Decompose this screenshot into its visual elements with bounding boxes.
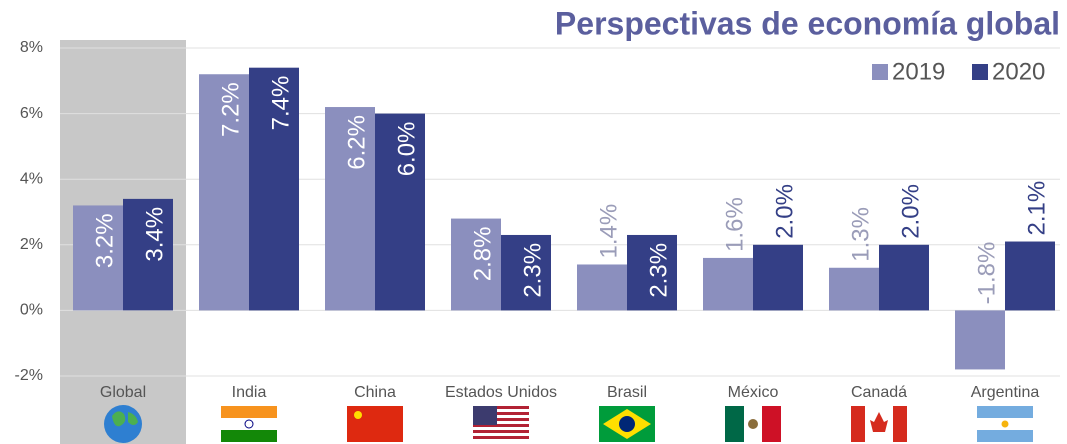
data-label: 1.4% bbox=[595, 204, 622, 259]
globe-land bbox=[112, 411, 138, 427]
bar bbox=[451, 218, 501, 311]
bar bbox=[375, 113, 425, 311]
bar bbox=[829, 267, 879, 311]
legend-label: 2019 bbox=[892, 58, 945, 85]
bar bbox=[73, 205, 123, 311]
x-tick-label: Argentina bbox=[971, 384, 1040, 401]
y-tick-label: -2% bbox=[15, 367, 43, 384]
flag-india bbox=[221, 406, 277, 442]
legend-swatch bbox=[872, 64, 888, 80]
x-tick-label: México bbox=[728, 384, 779, 401]
bar bbox=[249, 67, 299, 311]
data-label: 3.2% bbox=[91, 213, 118, 268]
data-label: 7.2% bbox=[217, 82, 244, 137]
bar bbox=[501, 234, 551, 311]
data-label: 3.4% bbox=[141, 207, 168, 262]
data-label: 2.3% bbox=[519, 243, 546, 298]
flag-china bbox=[347, 406, 403, 442]
bar bbox=[1005, 241, 1055, 311]
bar bbox=[577, 264, 627, 311]
bar bbox=[955, 310, 1005, 370]
data-label: 2.1% bbox=[1023, 181, 1050, 236]
flag-mexico bbox=[725, 406, 781, 442]
y-tick-label: 2% bbox=[20, 236, 43, 253]
data-label: 2.0% bbox=[771, 184, 798, 239]
x-tick-label: Brasil bbox=[607, 384, 647, 401]
y-tick-label: 6% bbox=[20, 105, 43, 122]
data-label: 6.2% bbox=[343, 115, 370, 170]
x-tick-label: China bbox=[354, 384, 396, 401]
bar bbox=[199, 74, 249, 311]
data-label: 2.8% bbox=[469, 227, 496, 282]
data-label: 1.6% bbox=[721, 197, 748, 252]
y-tick-label: 4% bbox=[20, 170, 43, 187]
legend-swatch bbox=[972, 64, 988, 80]
flag-canada bbox=[851, 406, 907, 442]
flags bbox=[104, 405, 1033, 443]
data-label: 6.0% bbox=[393, 122, 420, 177]
bar bbox=[753, 244, 803, 311]
legend-label: 2020 bbox=[992, 58, 1045, 85]
flag-argentina bbox=[977, 406, 1033, 442]
x-tick-label: Estados Unidos bbox=[445, 384, 557, 401]
chart-title: Perspectivas de economía global bbox=[555, 5, 1060, 41]
flag-usa bbox=[473, 406, 529, 442]
data-label: 7.4% bbox=[267, 76, 294, 131]
x-tick-label: Global bbox=[100, 384, 146, 401]
bar bbox=[627, 234, 677, 311]
flag-brazil bbox=[599, 406, 655, 442]
bar bbox=[123, 198, 173, 311]
x-tick-label: Canadá bbox=[851, 384, 907, 401]
bar bbox=[325, 107, 375, 311]
bar bbox=[703, 257, 753, 311]
bars: 3.2% 3.4% 7.2% 7.4% 6.2% 6.0% 2.8% 2.3% 1.4% 2.3%… bbox=[73, 67, 1055, 370]
y-tick-label: 8% bbox=[20, 39, 43, 56]
data-label: 1.3% bbox=[847, 207, 874, 262]
y-tick-label: 0% bbox=[20, 302, 43, 319]
data-label: 2.3% bbox=[645, 243, 672, 298]
x-tick-label: India bbox=[232, 384, 267, 401]
data-label: -1.8% bbox=[973, 242, 1000, 305]
data-label: 2.0% bbox=[897, 184, 924, 239]
bar bbox=[879, 244, 929, 311]
flag-global bbox=[104, 405, 142, 443]
